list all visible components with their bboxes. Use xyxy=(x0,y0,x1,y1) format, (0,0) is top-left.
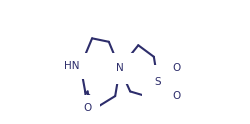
Text: N: N xyxy=(116,63,124,73)
Text: O: O xyxy=(172,91,180,101)
Text: HN: HN xyxy=(64,61,80,71)
Text: O: O xyxy=(172,63,180,73)
Text: O: O xyxy=(83,103,92,113)
Text: S: S xyxy=(154,77,161,87)
